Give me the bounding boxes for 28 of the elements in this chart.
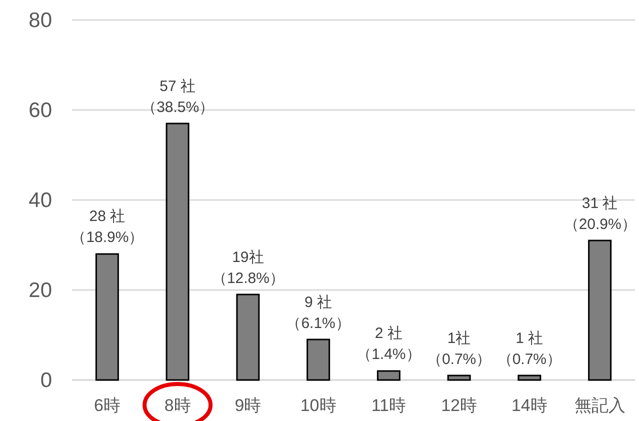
data-label: 2 社（1.4%） [356,324,422,365]
x-tick-label: 無記入 [574,396,626,415]
y-tick-label: 80 [28,9,52,32]
x-tick-label: 14時 [511,396,548,415]
bar [376,370,400,381]
data-label: 1社（0.7%） [426,328,492,370]
y-tick-label: 60 [28,99,52,122]
bar [306,338,330,381]
data-label: 1 社（0.7%） [496,328,563,370]
data-label: 31 社（20.9%） [564,194,636,234]
y-tick-label: 20 [28,279,52,302]
x-tick-label: 12時 [441,396,478,415]
data-label: 28 社（18.9%） [71,207,144,248]
bar [518,374,542,381]
x-tick-label: 11時 [371,396,406,415]
data-label: 57 社（38.5%） [142,76,214,118]
bar [95,253,119,381]
data-label: 19社（12.8%） [212,248,284,288]
y-tick-label: 0 [40,369,52,392]
x-tick-label: 6時 [94,396,120,415]
x-tick-label: 8時 [164,396,191,415]
bar [447,374,471,381]
bar [236,294,260,381]
y-tick-label: 40 [28,189,52,212]
data-label: 9 社（6.1%） [285,292,352,334]
x-tick-label: 10時 [300,396,336,415]
x-tick-label: 9時 [234,396,262,415]
bar [588,240,612,381]
